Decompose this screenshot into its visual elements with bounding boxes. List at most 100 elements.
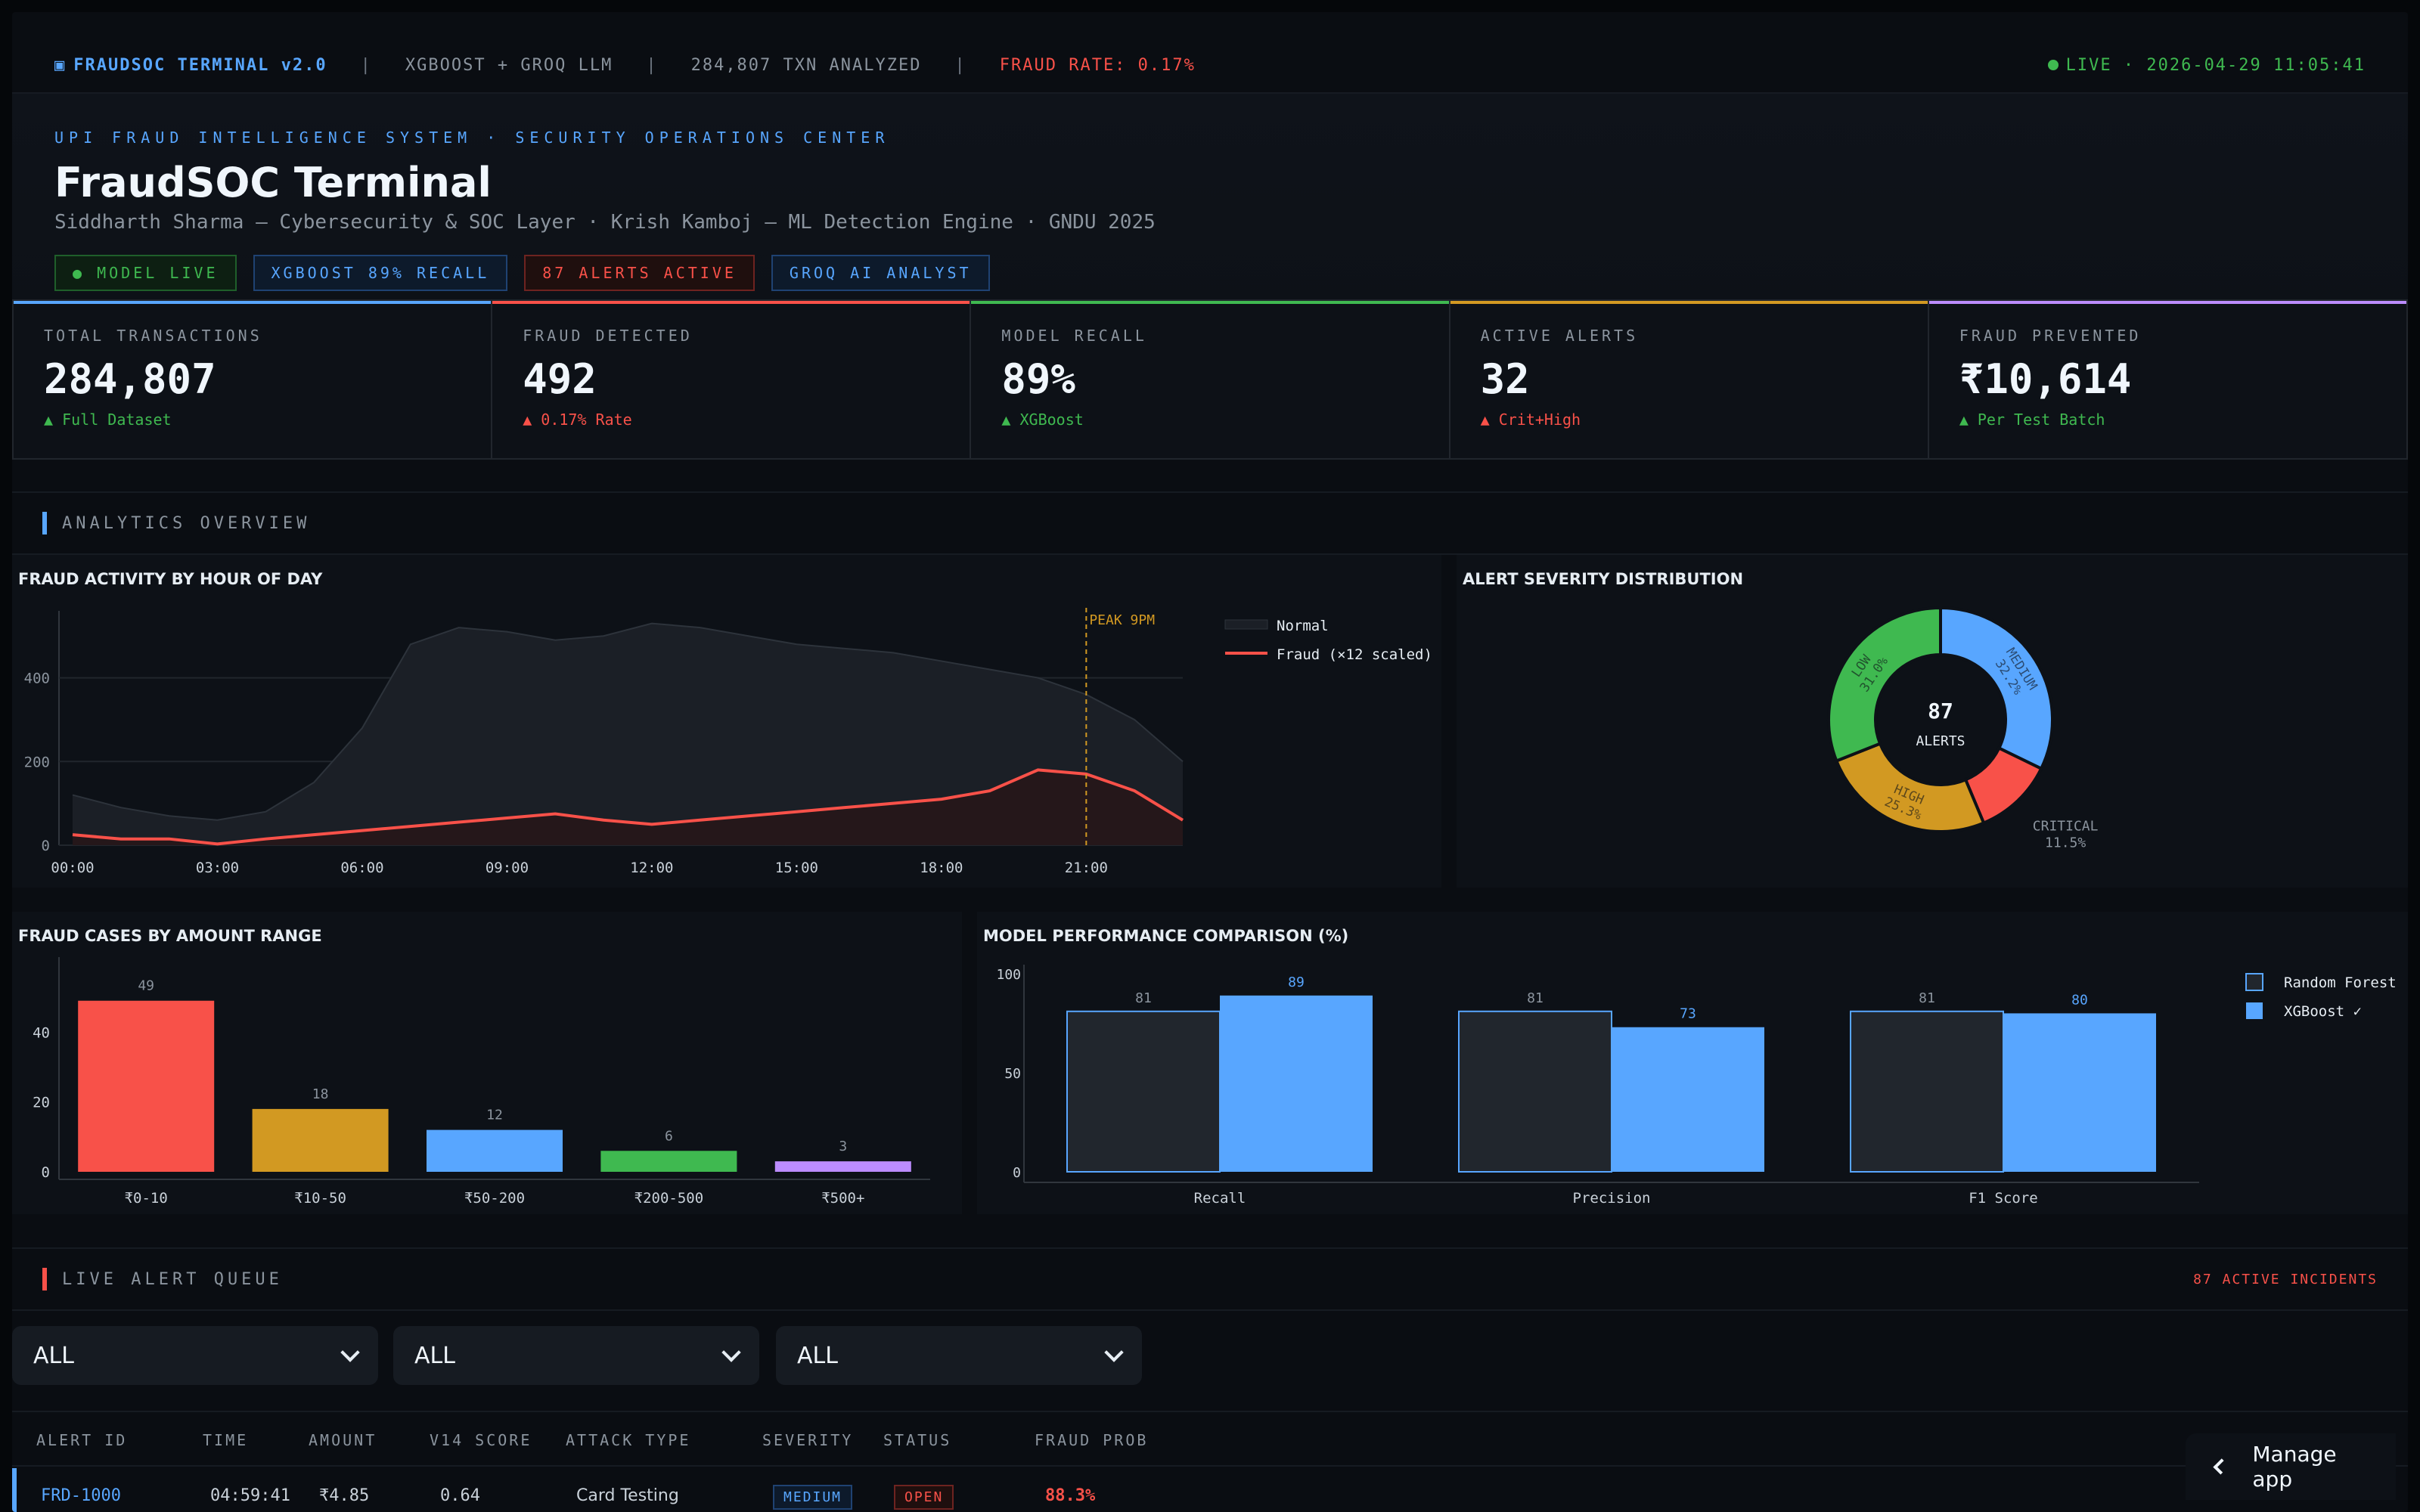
slice-pct: 11.5% <box>2045 835 2086 851</box>
status-pills: ● MODEL LIVE XGBOOST 89% RECALL 87 ALERT… <box>54 255 2366 291</box>
legend-swatch-normal <box>1224 619 1268 630</box>
hourly-chart-panel: FRAUD ACTIVITY BY HOUR OF DAY 0 200 400 00:… <box>12 555 1441 888</box>
terminal-icon: ▣ <box>54 55 67 75</box>
x-tick-label: ₹500+ <box>821 1190 864 1207</box>
panel-title: FRAUD ACTIVITY BY HOUR OF DAY <box>18 570 323 588</box>
filter-select-3[interactable]: ALL <box>776 1326 1142 1385</box>
kpi-value: ₹10,614 <box>1959 355 2132 403</box>
filter-select-2[interactable]: ALL <box>393 1326 759 1385</box>
series-area-normal <box>73 623 1183 845</box>
x-tick-label: 21:00 <box>1065 860 1108 876</box>
y-tick-label: 20 <box>33 1095 50 1111</box>
kpi-fraud-detected: FRAUD DETECTED 492 ▲ 0.17% Rate <box>492 301 972 458</box>
bar-xgboost <box>2003 1013 2156 1172</box>
active-incidents-count: 87 ACTIVE INCIDENTS <box>2193 1271 2378 1287</box>
col-fraud-prob[interactable]: FRAUD PROB <box>1035 1431 1149 1449</box>
y-tick-label: 0 <box>1013 1165 1021 1181</box>
legend-label-xgboost: XGBoost ✓ <box>2284 1003 2362 1020</box>
severity-donut-chart: MEDIUM32.2%CRITICAL11.5%HIGH25.3%LOW31.0… <box>1827 606 2099 851</box>
alert-attack-type: Card Testing <box>576 1486 679 1505</box>
legend-swatch-random-forest <box>2245 973 2263 991</box>
severity-badge: MEDIUM <box>773 1485 853 1510</box>
bar-value-label: 49 <box>138 978 154 994</box>
live-timestamp: LIVE · 2026-04-29 11:05:41 <box>2065 55 2366 75</box>
series-line-normal <box>72 622 1184 821</box>
filter-select-1[interactable]: ALL <box>12 1326 378 1385</box>
x-tick-label: F1 Score <box>1969 1190 2038 1207</box>
col-status[interactable]: STATUS <box>883 1431 952 1449</box>
kpi-label: ACTIVE ALERTS <box>1480 327 1639 345</box>
live-dot-icon <box>2047 60 2059 70</box>
col-amount[interactable]: AMOUNT <box>309 1431 377 1449</box>
legend-swatch-xgboost <box>2246 1002 2263 1019</box>
y-tick-label: 0 <box>42 838 50 854</box>
x-tick-label: 09:00 <box>486 860 529 876</box>
accent-bar <box>14 301 492 304</box>
section-mark <box>42 512 47 534</box>
accent-bar <box>1928 301 2407 304</box>
hourly-chart: 0 200 400 00:00 03:00 06:00 09:00 12:00 15:00 18:… <box>24 608 1432 876</box>
engine-label: XGBOOST + GROQ LLM <box>405 55 613 75</box>
panel-title: ALERT SEVERITY DISTRIBUTION <box>1463 570 1744 588</box>
col-alert-id[interactable]: ALERT ID <box>36 1431 128 1449</box>
bar-value-label: 3 <box>839 1139 847 1154</box>
kpi-sub: ▲ XGBoost <box>1001 411 1084 429</box>
top-status-bar: ▣ FRAUDSOC TERMINAL v2.0 | XGBOOST + GRO… <box>12 38 2408 94</box>
kpi-sub: ▲ Crit+High <box>1480 411 1581 429</box>
alert-id[interactable]: FRD-1000 <box>41 1486 121 1505</box>
bar-random-forest <box>1458 1010 1612 1173</box>
col-v14-score[interactable]: V14 SCORE <box>430 1431 532 1449</box>
kpi-value: 284,807 <box>44 355 216 403</box>
col-severity[interactable]: SEVERITY <box>762 1431 854 1449</box>
page-header: UPI FRAUD INTELLIGENCE SYSTEM · SECURITY… <box>12 94 2408 307</box>
kpi-sub: ▲ 0.17% Rate <box>523 411 632 429</box>
analytics-section-header: ANALYTICS OVERVIEW <box>12 491 2408 555</box>
alert-time: 04:59:41 <box>210 1486 290 1505</box>
x-tick-label: 12:00 <box>630 860 673 876</box>
severity-chart-panel: ALERT SEVERITY DISTRIBUTION MEDIUM 32.2% C… <box>1457 555 2408 888</box>
fraud-rate: FRAUD RATE: 0.17% <box>999 55 1196 75</box>
x-tick-label: 18:00 <box>920 860 963 876</box>
kpi-label: TOTAL TRANSACTIONS <box>44 327 262 345</box>
alert-amount: ₹4.85 <box>319 1486 370 1505</box>
pill-groq: GROQ AI ANALYST <box>771 255 990 291</box>
panel-title: MODEL PERFORMANCE COMPARISON (%) <box>983 927 1349 945</box>
live-indicator: LIVE · 2026-04-29 11:05:41 <box>2047 55 2366 75</box>
y-tick-label: 50 <box>1004 1066 1021 1082</box>
panel-title: FRAUD CASES BY AMOUNT RANGE <box>18 927 322 945</box>
slice-low <box>1827 606 1942 764</box>
bar-value-label: 73 <box>1680 1006 1696 1022</box>
model-bar-chart: 0 50 100 81 89 Recall 81 73 Precision 81 80 F1 Scor… <box>996 965 2397 1207</box>
bar-value-label: 12 <box>486 1108 503 1123</box>
peak-annotation: PEAK 9PM <box>1089 612 1155 628</box>
chevron-left-icon <box>2213 1458 2229 1475</box>
bar <box>252 1108 389 1172</box>
alert-table-header: ALERT ID TIME AMOUNT V14 SCORE ATTACK TY… <box>12 1411 2408 1467</box>
app-window: ▣ FRAUDSOC TERMINAL v2.0 | XGBOOST + GRO… <box>12 12 2408 1512</box>
bar-random-forest <box>1850 1010 2004 1173</box>
kpi-value: 492 <box>523 355 597 403</box>
manage-app-button[interactable]: Manage app <box>2186 1433 2396 1500</box>
page-subtitle: Siddharth Sharma — Cybersecurity & SOC L… <box>54 211 1156 234</box>
brand: ▣ FRAUDSOC TERMINAL v2.0 <box>54 55 327 75</box>
accent-bar <box>1450 301 1928 304</box>
manage-app-label: Manage app <box>2252 1442 2337 1492</box>
kpi-label: FRAUD DETECTED <box>523 327 693 345</box>
kpi-fraud-prevented: FRAUD PREVENTED ₹10,614 ▲ Per Test Batch <box>1928 301 2407 458</box>
slice-medium <box>1939 606 2054 771</box>
x-tick-label: ₹50-200 <box>464 1190 525 1207</box>
col-time[interactable]: TIME <box>203 1431 249 1449</box>
bar-value-label: 81 <box>1919 990 1935 1006</box>
x-tick-label: ₹10-50 <box>294 1190 346 1207</box>
alert-v14: 0.64 <box>440 1486 480 1505</box>
x-tick-label: 06:00 <box>340 860 383 876</box>
section-title: ANALYTICS OVERVIEW <box>62 513 311 533</box>
page-title: FraudSOC Terminal <box>54 159 492 206</box>
col-attack-type[interactable]: ATTACK TYPE <box>566 1431 691 1449</box>
fraud-prob: 88.3% <box>1045 1486 1096 1505</box>
bar <box>600 1151 737 1172</box>
table-row[interactable]: FRD-1000 04:59:41 ₹4.85 0.64 Card Testin… <box>12 1468 2408 1512</box>
y-tick-label: 100 <box>996 967 1021 983</box>
queue-section-header: LIVE ALERT QUEUE 87 ACTIVE INCIDENTS <box>12 1247 2408 1311</box>
y-tick-label: 400 <box>24 671 50 687</box>
